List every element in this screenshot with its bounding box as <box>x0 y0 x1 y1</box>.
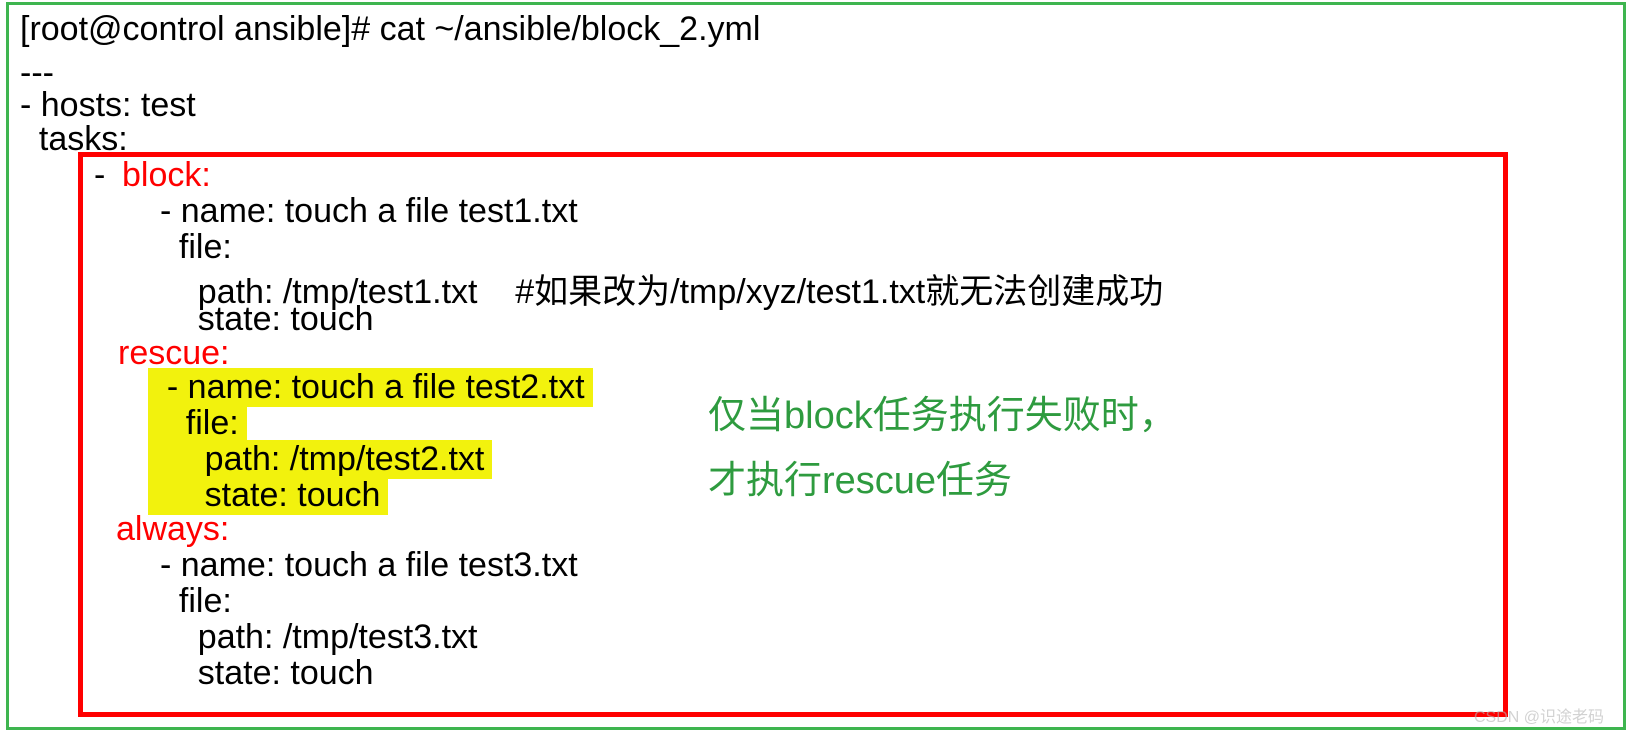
annotation-line-2: 才执行rescue任务 <box>708 460 1012 502</box>
annotation-text: 仅当block任务执行失败时， 才执行rescue任务 <box>708 384 1177 513</box>
task3-file: file: <box>160 582 232 621</box>
task2-path: path: /tmp/test2.txt <box>148 440 492 479</box>
task3-path: path: /tmp/test3.txt <box>160 618 477 657</box>
task1-name: - name: touch a file test1.txt <box>160 192 578 231</box>
block-keyword: block: <box>122 156 211 195</box>
always-keyword: always: <box>116 510 229 549</box>
task2-file: file: <box>148 404 247 443</box>
tasks-line: tasks: <box>20 120 128 159</box>
task3-name: - name: touch a file test3.txt <box>160 546 578 585</box>
watermark-text: CSDN @识途老码 <box>1474 703 1604 727</box>
task3-state: state: touch <box>160 654 374 693</box>
task1-file: file: <box>160 228 232 267</box>
task2-name: - name: touch a file test2.txt <box>148 368 593 407</box>
prompt-line: [root@control ansible]# cat ~/ansible/bl… <box>20 10 760 49</box>
block-dash: - <box>94 156 115 195</box>
annotation-line-1: 仅当block任务执行失败时， <box>708 395 1177 437</box>
